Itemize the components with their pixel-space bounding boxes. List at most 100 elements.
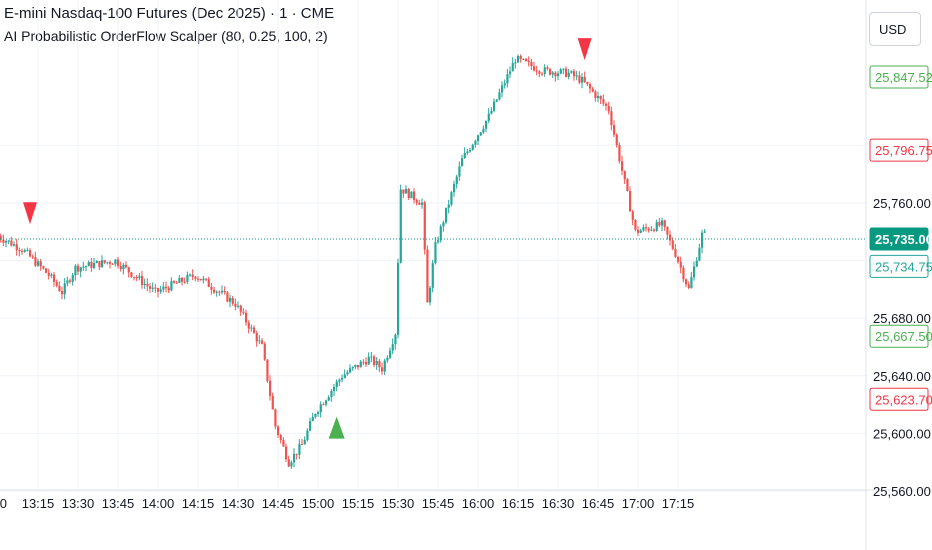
candle-body bbox=[282, 440, 285, 447]
candle-body bbox=[23, 250, 26, 252]
candle-body bbox=[253, 327, 256, 334]
candle-body bbox=[314, 414, 317, 417]
candle-body bbox=[394, 334, 397, 345]
candle-body bbox=[445, 207, 448, 223]
candle-body bbox=[642, 227, 645, 231]
candle-body bbox=[215, 291, 218, 293]
candle-body bbox=[183, 281, 186, 283]
candle-body bbox=[399, 189, 402, 263]
candle-body bbox=[442, 222, 445, 227]
time-axis[interactable]: :00 13:15 13:30 13:45 14:00 14:15 14:30 14:45 15… bbox=[0, 489, 932, 511]
candle-body bbox=[703, 231, 706, 233]
candle-body bbox=[631, 211, 634, 220]
candle-body bbox=[119, 266, 122, 270]
candle-body bbox=[511, 62, 514, 72]
price-label-box bbox=[869, 254, 929, 278]
candle-body bbox=[271, 395, 274, 410]
candle-body bbox=[186, 274, 189, 282]
candle-body bbox=[493, 101, 496, 111]
x-tick-label: 16:00 bbox=[462, 496, 495, 511]
candle-body bbox=[82, 266, 85, 268]
candle-body bbox=[343, 374, 346, 378]
candle-body bbox=[279, 435, 282, 441]
candle-body bbox=[191, 274, 194, 277]
candle-body bbox=[85, 266, 88, 268]
candle-body bbox=[583, 76, 586, 82]
sell-signal-icon bbox=[23, 202, 37, 225]
candle-body bbox=[530, 61, 533, 67]
candle-body bbox=[165, 286, 168, 289]
candle-body bbox=[634, 219, 637, 230]
candle-body bbox=[322, 404, 325, 406]
currency-button[interactable]: USD bbox=[869, 12, 921, 46]
candle-body bbox=[669, 234, 672, 241]
candle-body bbox=[514, 62, 517, 64]
candle-body bbox=[58, 285, 61, 292]
candle-body bbox=[485, 120, 488, 129]
candle-body bbox=[602, 99, 605, 104]
candle-body bbox=[162, 286, 165, 290]
candle-body bbox=[557, 73, 560, 77]
candle-body bbox=[61, 291, 64, 295]
candle-body bbox=[47, 272, 50, 276]
candle-body bbox=[338, 379, 341, 382]
candle-body bbox=[106, 262, 109, 264]
candle-body bbox=[341, 377, 344, 380]
candle-body bbox=[543, 67, 546, 74]
candle-body bbox=[359, 361, 362, 368]
candle-body bbox=[690, 277, 693, 289]
candle-body bbox=[397, 262, 400, 335]
candle-body bbox=[413, 191, 416, 200]
candle-body bbox=[311, 416, 314, 422]
candle-body bbox=[586, 81, 589, 85]
x-tick-label: 14:15 bbox=[182, 496, 215, 511]
candle-body bbox=[415, 199, 418, 203]
candle-body bbox=[522, 58, 525, 60]
x-tick-label: 13:15 bbox=[22, 496, 55, 511]
candle-body bbox=[666, 226, 669, 235]
candle-body bbox=[226, 292, 229, 302]
candle-body bbox=[317, 412, 320, 415]
candle-body bbox=[471, 144, 474, 150]
candle-body bbox=[594, 91, 597, 99]
price-label-box bbox=[869, 324, 929, 348]
candle-body bbox=[658, 222, 661, 226]
candle-body bbox=[103, 260, 106, 263]
candle-body bbox=[605, 103, 608, 106]
candle-body bbox=[98, 261, 101, 268]
candle-body bbox=[581, 76, 584, 83]
candle-body bbox=[434, 242, 437, 264]
candle-body bbox=[429, 287, 432, 303]
candle-body bbox=[573, 71, 576, 77]
candle-body bbox=[373, 356, 376, 365]
candle-body bbox=[159, 289, 162, 292]
candle-body bbox=[133, 276, 136, 278]
grid-lines bbox=[0, 0, 866, 492]
candle-body bbox=[111, 263, 114, 265]
candle-body bbox=[469, 149, 472, 152]
candle-body bbox=[173, 281, 176, 283]
candle-body bbox=[55, 281, 58, 286]
candle-body bbox=[274, 409, 277, 427]
candle-body bbox=[482, 128, 485, 133]
indicator-label[interactable]: AI Probabilistic OrderFlow Scalper (80, … bbox=[4, 28, 328, 44]
price-axis[interactable]: 25,760.00 25,680.00 25,640.00 25,600.00 25,5… bbox=[865, 0, 931, 550]
price-label-box bbox=[869, 138, 929, 162]
y-tick-label: 25,760.00 bbox=[873, 196, 931, 211]
candle-body bbox=[303, 439, 306, 445]
candle-body bbox=[698, 247, 701, 261]
candle-body bbox=[426, 249, 429, 303]
candle-body bbox=[202, 278, 205, 281]
candle-body bbox=[437, 240, 440, 243]
candle-body bbox=[269, 380, 272, 396]
candle-body bbox=[501, 85, 504, 93]
candle-body bbox=[189, 274, 192, 276]
candle-body bbox=[562, 68, 565, 70]
price-label-box bbox=[869, 227, 929, 251]
candle-body bbox=[247, 322, 250, 329]
candle-body bbox=[34, 257, 37, 266]
candle-body bbox=[221, 290, 224, 293]
candle-body bbox=[114, 259, 117, 265]
x-tick-label: 15:15 bbox=[342, 496, 375, 511]
